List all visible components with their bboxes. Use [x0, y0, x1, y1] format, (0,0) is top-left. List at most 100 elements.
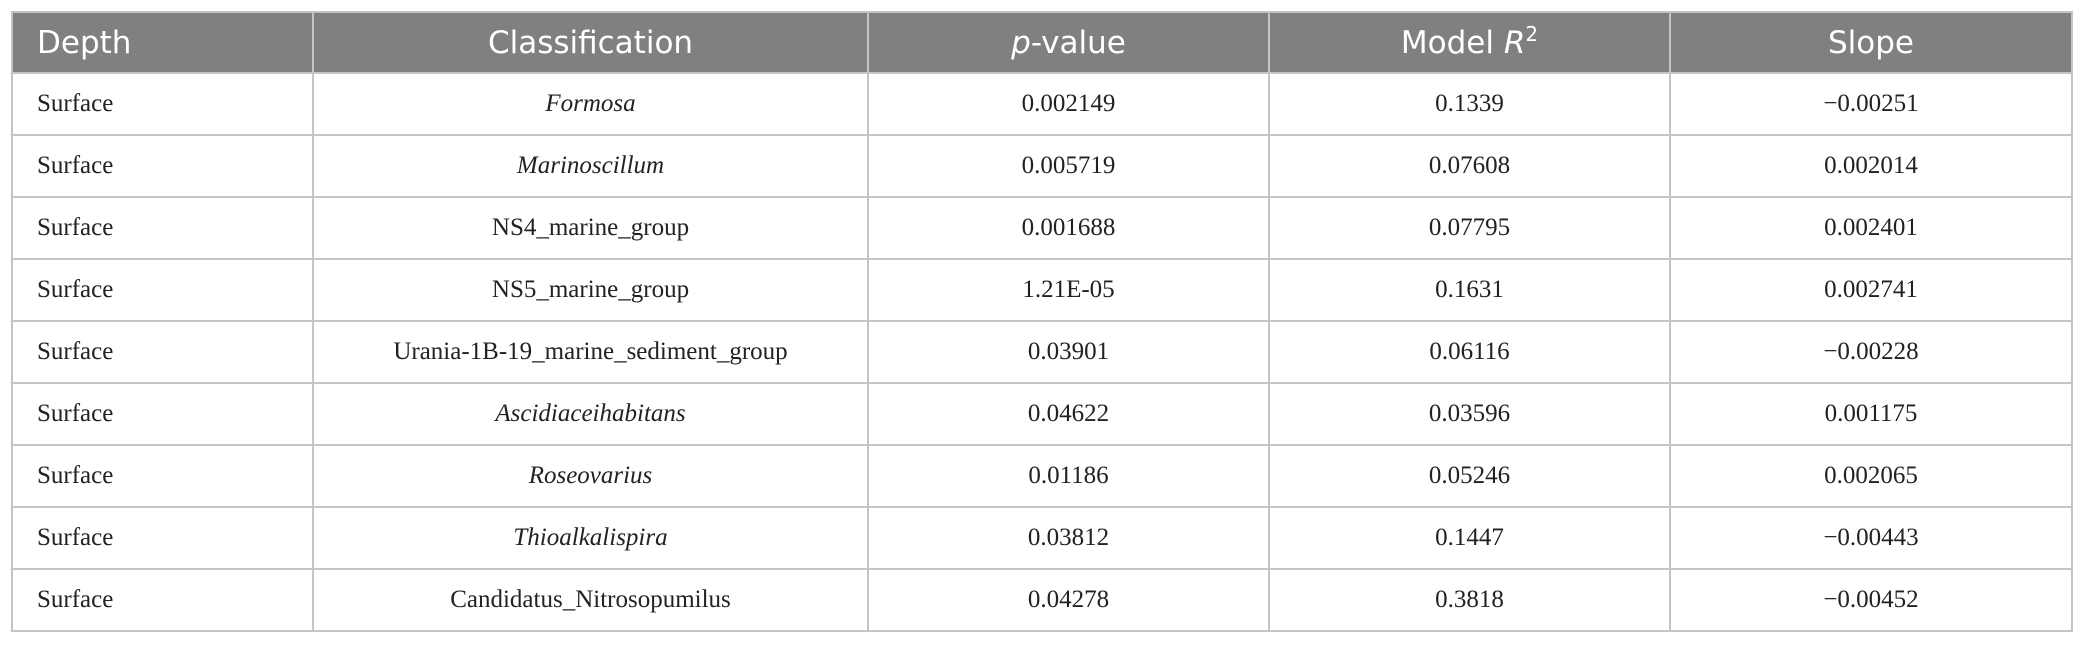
cell: 0.002014	[1669, 134, 2073, 198]
column-header: Slope	[1669, 11, 2073, 74]
cell: 0.002741	[1669, 258, 2073, 322]
cell: Surface	[11, 258, 314, 322]
column-header: p-value	[867, 11, 1270, 74]
cell: 0.04278	[867, 568, 1270, 632]
cell: 0.1447	[1268, 506, 1671, 570]
cell-text: Candidatus_Nitrosopumilus	[450, 586, 731, 613]
cell-text: Surface	[37, 338, 114, 365]
cell: −0.00251	[1669, 72, 2073, 136]
cell: 0.3818	[1268, 568, 1671, 632]
cell-text: 0.002741	[1824, 276, 1918, 303]
cell-text: 0.03812	[1027, 524, 1110, 551]
cell: Surface	[11, 382, 314, 446]
cell-text: Urania-1B-19_marine_sediment_group	[393, 338, 788, 365]
cell: −0.00443	[1669, 506, 2073, 570]
cell-text: 0.01186	[1028, 462, 1109, 489]
cell-text: 0.04278	[1027, 586, 1110, 613]
cell: 0.06116	[1268, 320, 1671, 384]
cell: 0.03812	[867, 506, 1270, 570]
cell: Marinoscillum	[312, 134, 869, 198]
cell-text: 0.005719	[1021, 152, 1116, 179]
table-row: Surface Urania-1B-19_marine_sediment_grou…	[11, 320, 2073, 384]
cell-text: Formosa	[545, 90, 636, 117]
cell-text: Surface	[37, 400, 114, 427]
cell-text: 0.1447	[1435, 524, 1504, 551]
cell: 0.002149	[867, 72, 1270, 136]
cell-text: 0.001688	[1021, 214, 1116, 241]
header-text: Model	[1400, 24, 1504, 61]
cell-text: −0.00228	[1823, 338, 1919, 365]
header-text: R	[1503, 24, 1526, 61]
cell-text: 0.06116	[1429, 338, 1510, 365]
table-row: Surface Roseovarius 0.01186 0.05246 0.002065	[11, 444, 2073, 508]
cell-text: Surface	[37, 152, 114, 179]
table-row: Surface Formosa 0.002149 0.1339 −0.00251	[11, 72, 2073, 136]
header-row: Depth Classification p-value Model R2 Slope	[11, 11, 2073, 74]
cell: 0.04622	[867, 382, 1270, 446]
cell-text: Surface	[37, 524, 114, 551]
table-row: Surface Ascidiaceihabitans 0.04622 0.03596 0…	[11, 382, 2073, 446]
cell: Surface	[11, 320, 314, 384]
cell: 0.001175	[1669, 382, 2073, 446]
column-header: Depth	[11, 11, 314, 74]
cell-text: Ascidiaceihabitans	[495, 400, 686, 427]
table-row: Surface NS5_marine_group 1.21E-05 0.1631 0.0…	[11, 258, 2073, 322]
cell-text: −0.00251	[1823, 90, 1919, 117]
cell: Formosa	[312, 72, 869, 136]
cell: −0.00228	[1669, 320, 2073, 384]
cell: Surface	[11, 72, 314, 136]
cell-text: Marinoscillum	[516, 152, 665, 179]
cell-text: 0.3818	[1435, 586, 1504, 613]
cell-text: 0.05246	[1428, 462, 1511, 489]
cell-text: −0.00452	[1823, 586, 1919, 613]
cell-text: 0.002149	[1021, 90, 1116, 117]
header-text: p	[1011, 24, 1031, 61]
cell: 0.01186	[867, 444, 1270, 508]
cell: 0.05246	[1268, 444, 1671, 508]
cell: Surface	[11, 568, 314, 632]
cell-text: 0.03901	[1027, 338, 1110, 365]
cell: 0.03901	[867, 320, 1270, 384]
cell: NS4_marine_group	[312, 196, 869, 260]
cell: 0.1631	[1268, 258, 1671, 322]
cell: Surface	[11, 196, 314, 260]
cell: 0.07795	[1268, 196, 1671, 260]
cell-text: 0.1339	[1435, 90, 1504, 117]
cell-text: 1.21E-05	[1022, 276, 1115, 303]
cell-text: Roseovarius	[528, 462, 653, 489]
cell-text: −0.00443	[1823, 524, 1919, 551]
cell: 0.07608	[1268, 134, 1671, 198]
cell: 0.001688	[867, 196, 1270, 260]
cell: Roseovarius	[312, 444, 869, 508]
cell-text: 0.07608	[1428, 152, 1511, 179]
header-text: Slope	[1827, 24, 1914, 61]
cell: −0.00452	[1669, 568, 2073, 632]
column-header: Classification	[312, 11, 869, 74]
cell: 1.21E-05	[867, 258, 1270, 322]
cell: 0.005719	[867, 134, 1270, 198]
cell: Ascidiaceihabitans	[312, 382, 869, 446]
cell: Thioalkalispira	[312, 506, 869, 570]
cell: Surface	[11, 506, 314, 570]
cell: 0.002401	[1669, 196, 2073, 260]
header-text: 2	[1525, 21, 1539, 46]
cell: Urania-1B-19_marine_sediment_group	[312, 320, 869, 384]
cell: 0.03596	[1268, 382, 1671, 446]
cell: 0.002065	[1669, 444, 2073, 508]
cell: Surface	[11, 134, 314, 198]
cell-text: 0.001175	[1824, 400, 1918, 427]
cell: NS5_marine_group	[312, 258, 869, 322]
cell-text: Surface	[37, 276, 114, 303]
cell-text: 0.002065	[1824, 462, 1918, 489]
cell-text: Surface	[37, 586, 114, 613]
cell: Candidatus_Nitrosopumilus	[312, 568, 869, 632]
column-header: Model R2	[1268, 11, 1671, 74]
header-text: -value	[1030, 24, 1126, 61]
cell-text: NS5_marine_group	[491, 276, 690, 303]
cell: 0.1339	[1268, 72, 1671, 136]
data-table: Depth Classification p-value Model R2 Slope …	[11, 11, 2073, 632]
table-row: Surface NS4_marine_group 0.001688 0.07795 0.…	[11, 196, 2073, 260]
cell-text: 0.002014	[1824, 152, 1918, 179]
cell-text: 0.07795	[1428, 214, 1511, 241]
